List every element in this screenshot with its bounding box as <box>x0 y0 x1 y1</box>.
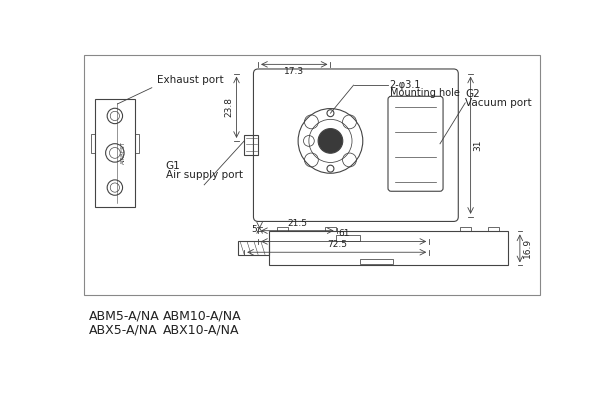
Text: 5: 5 <box>251 225 257 234</box>
Text: AIRBEST: AIRBEST <box>121 142 126 164</box>
Bar <box>244 135 258 155</box>
Text: 31: 31 <box>474 140 483 151</box>
Bar <box>238 242 269 255</box>
Text: G1: G1 <box>166 161 180 171</box>
Text: 17.3: 17.3 <box>284 67 304 76</box>
Text: 2-φ3.1: 2-φ3.1 <box>390 80 421 90</box>
Text: G2: G2 <box>465 89 480 99</box>
Text: Exhaust port: Exhaust port <box>117 75 224 104</box>
Text: ABX5-A/NA: ABX5-A/NA <box>89 323 157 336</box>
Text: ABX10-A/NA: ABX10-A/NA <box>163 323 239 336</box>
Text: 21.5: 21.5 <box>287 219 307 228</box>
Bar <box>84 55 540 295</box>
Bar <box>460 227 470 231</box>
Bar <box>359 259 393 264</box>
Bar <box>269 231 508 265</box>
Bar <box>277 227 288 231</box>
Bar <box>135 134 139 153</box>
Bar <box>488 227 499 231</box>
Text: ABM10-A/NA: ABM10-A/NA <box>163 309 241 322</box>
Bar <box>91 134 95 153</box>
Text: Mounting hole: Mounting hole <box>390 88 459 98</box>
Text: 61: 61 <box>338 229 349 238</box>
Text: 16.9: 16.9 <box>523 238 532 258</box>
Text: ABM5-A/NA: ABM5-A/NA <box>89 309 159 322</box>
Bar <box>95 99 135 207</box>
Text: Air supply port: Air supply port <box>166 170 243 180</box>
Bar <box>335 235 359 241</box>
Circle shape <box>318 129 343 153</box>
Text: Vacuum port: Vacuum port <box>465 98 532 108</box>
Text: 23.8: 23.8 <box>224 97 233 117</box>
Text: 72.5: 72.5 <box>327 240 346 249</box>
Bar <box>325 227 336 231</box>
